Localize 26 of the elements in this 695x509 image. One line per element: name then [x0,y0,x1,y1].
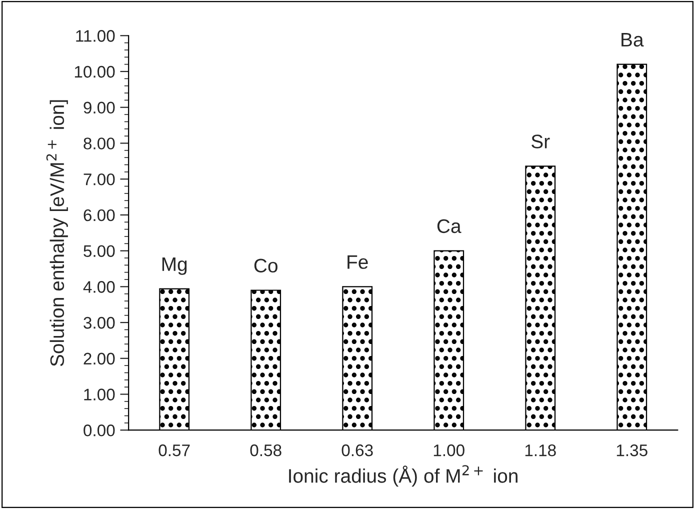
annotation: Sr [532,134,550,148]
annotation: Ca [437,219,462,234]
y-tick-label: 0.00 [84,424,115,436]
y-tick-label: 5.00 [84,245,115,257]
y-tick-label: 7.00 [84,173,115,186]
y-tick-label: 2.00 [84,352,115,365]
x-axis-title: Ionic radius (Å) of M$^{2+}$ ion [289,465,518,487]
y-axis-title: Solution enthalpy [eV/M$^{2+}$ ion] [46,100,68,366]
y-tick-label: 1.00 [84,388,115,400]
x-tick-label: 0.57 [158,444,190,456]
annotation: Fe [348,255,368,269]
x-tick-label: 1.18 [525,444,556,456]
annotation: Ba [622,33,644,47]
x-tick-label: 0.58 [250,444,282,456]
annotation: Co [254,258,278,273]
y-tick-label: 3.00 [84,316,115,329]
y-tick-label: 6.00 [84,209,115,222]
y-tick-label: 9.00 [84,102,115,114]
x-tick-label: 0.63 [342,444,373,456]
y-tick-label: 11.00 [76,30,115,42]
y-tick-label: 8.00 [84,138,115,150]
x-tick-label: 1.35 [616,444,648,456]
annotation: Mg [162,258,187,275]
y-tick-label: 4.00 [83,281,115,293]
y-tick-label: 10.00 [74,66,115,78]
x-tick-label: 1.00 [434,444,464,456]
